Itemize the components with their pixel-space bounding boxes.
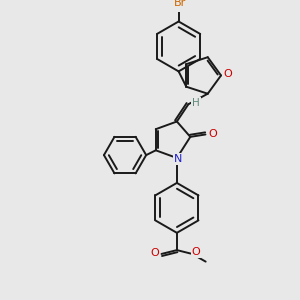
Text: O: O	[192, 247, 200, 257]
Text: H: H	[192, 98, 200, 108]
Text: O: O	[150, 248, 159, 258]
Text: O: O	[224, 70, 232, 80]
Text: O: O	[209, 128, 218, 139]
Text: N: N	[174, 154, 182, 164]
Text: Br: Br	[173, 0, 186, 8]
